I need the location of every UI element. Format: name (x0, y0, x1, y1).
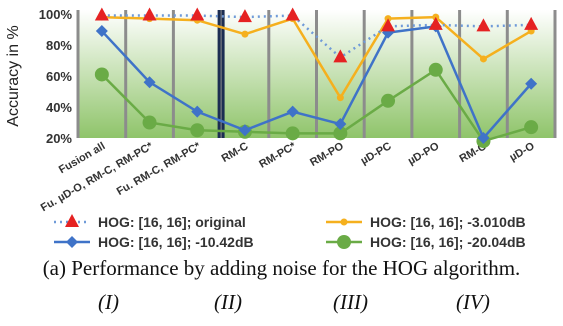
legend-label: HOG: [16, 16]; -3.010dB (370, 214, 526, 230)
y-axis-label: Accuracy in % (5, 25, 22, 126)
data-point (285, 7, 300, 21)
y-tick-label: 80% (46, 38, 72, 53)
data-point (525, 77, 538, 90)
accuracy-line-chart: Accuracy in % 20%40%60%80%100%Fusion all… (5, 7, 557, 250)
series-line (100, 25, 533, 141)
data-point (337, 235, 351, 249)
y-tick-label: 60% (46, 69, 72, 84)
data-point (428, 62, 443, 77)
data-point (334, 118, 347, 131)
group-label-3: (III) (333, 290, 368, 314)
data-point (336, 94, 344, 102)
series-line (101, 14, 532, 59)
data-point (381, 93, 396, 108)
group-label-2: (II) (214, 290, 242, 314)
data-point (241, 30, 249, 38)
y-tick-label: 20% (46, 131, 72, 146)
data-point (286, 105, 299, 118)
data-point (524, 16, 539, 30)
data-point (381, 18, 396, 32)
data-point (340, 218, 348, 226)
x-tick-label: RM-PC* (257, 140, 299, 171)
legend-label: HOG: [16, 16]; -10.42dB (98, 234, 254, 250)
data-point (524, 120, 539, 135)
data-point (94, 7, 109, 21)
data-point (94, 67, 109, 82)
data-point (477, 132, 490, 144)
data-point (333, 49, 348, 63)
data-point (476, 18, 491, 32)
data-point (142, 7, 157, 21)
series-line (100, 68, 532, 143)
data-point (65, 214, 79, 227)
data-point (191, 105, 204, 118)
data-point (238, 124, 251, 137)
data-point (285, 126, 300, 141)
x-tick-label: RM-C (220, 140, 251, 165)
group-label-4: (IV) (456, 290, 490, 314)
data-point (143, 76, 156, 89)
x-tick-label: Fu. RM-C, RM-PC* (115, 140, 204, 198)
data-point (333, 126, 348, 141)
data-point (142, 115, 157, 130)
data-point (237, 9, 252, 23)
x-tick-label: µD-O (508, 140, 537, 164)
data-point (479, 55, 487, 63)
data-point (190, 7, 205, 21)
x-tick-label: µD-PC (359, 140, 394, 167)
legend-label: HOG: [16, 16]; -20.04dB (370, 234, 526, 250)
data-point (66, 236, 78, 248)
y-tick-label: 100% (39, 7, 73, 22)
y-tick-label: 40% (46, 100, 72, 115)
x-tick-label: RM-PO (308, 140, 346, 169)
figure-caption: (a) Performance by adding noise for the … (42, 256, 521, 280)
group-label-1: (I) (98, 290, 119, 314)
data-point (190, 123, 205, 138)
x-tick-label: µD-PO (406, 140, 442, 168)
legend-label: HOG: [16, 16]; original (98, 214, 246, 230)
data-point (95, 25, 108, 38)
series-line (101, 15, 532, 101)
data-point (428, 16, 443, 30)
